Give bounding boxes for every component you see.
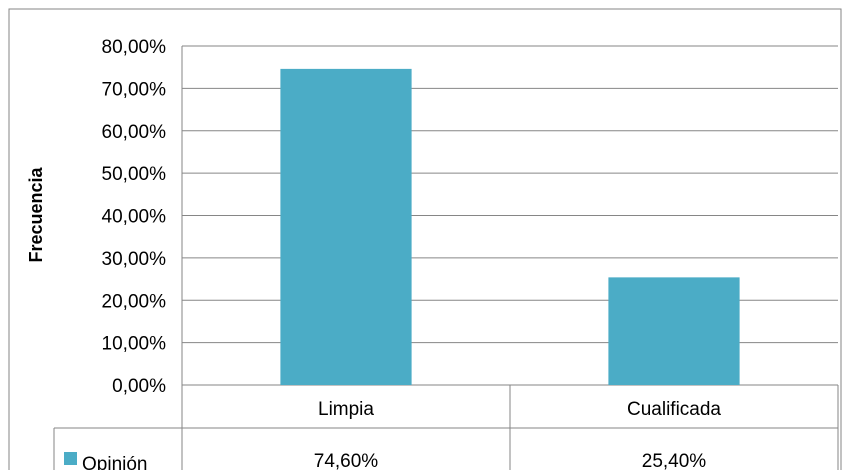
y-tick-label: 80,00%: [102, 37, 167, 58]
y-tick-labels: 0,00% 10,00% 20,00% 30,00% 40,00% 50,00% 60,00…: [102, 37, 167, 397]
y-tick-label: 60,00%: [102, 122, 167, 143]
data-table-lines: [53, 385, 839, 470]
y-axis-title: Frecuencia: [26, 166, 46, 262]
category-labels: Limpia Cualificada: [318, 399, 721, 420]
data-table-value: 74,60%: [314, 451, 379, 470]
chart-frame: [8, 8, 842, 470]
data-table-value: 25,40%: [642, 451, 707, 470]
y-tick-label: 10,00%: [102, 334, 167, 355]
y-tick-label: 30,00%: [102, 249, 167, 270]
bar-cualificada: [608, 277, 740, 385]
y-tick-label: 70,00%: [102, 79, 167, 100]
bars: [280, 68, 740, 385]
category-label: Cualificada: [627, 399, 721, 420]
y-tick-label: 40,00%: [102, 207, 167, 228]
y-tick-label: 50,00%: [102, 164, 167, 185]
legend-swatch: [64, 452, 77, 465]
data-table-values: 74,60% 25,40%: [314, 451, 707, 470]
y-tick-label: 20,00%: [102, 291, 167, 312]
legend-label: Opinión: [82, 454, 148, 470]
bar-limpia: [280, 68, 412, 385]
y-tick-label: 0,00%: [112, 376, 166, 397]
category-label: Limpia: [318, 399, 374, 420]
